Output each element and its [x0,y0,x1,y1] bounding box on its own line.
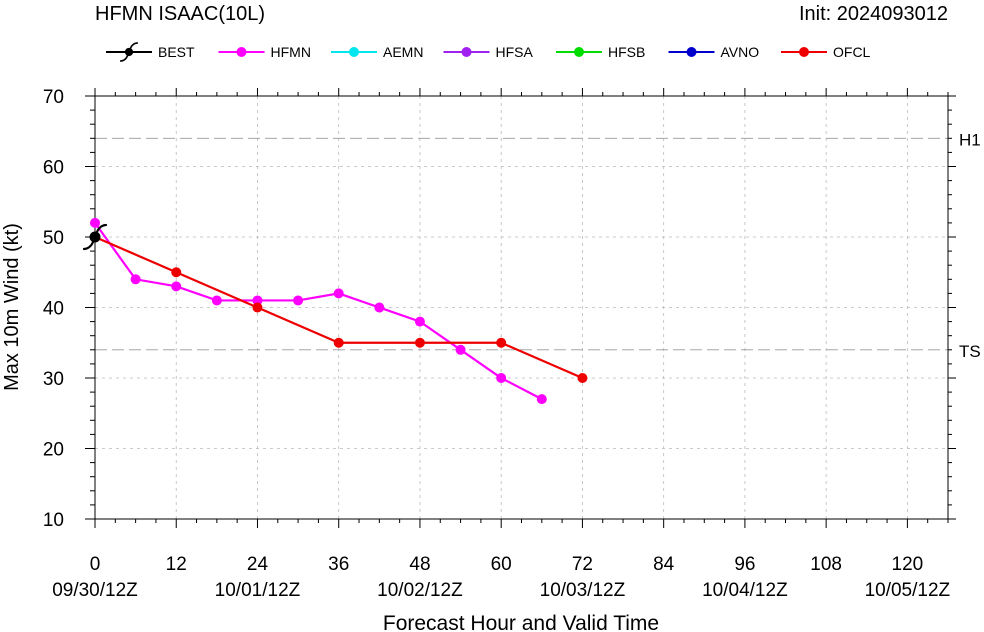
x-tick-label: 48 [409,554,430,575]
legend-item-hfsb: HFSB [556,44,645,60]
x-tick-label: 120 [892,554,924,575]
valid-time-label: 10/04/12Z [702,580,788,601]
legend-item-ofcl: OFCL [781,44,871,60]
data-point [171,281,182,292]
legend-label: HFMN [271,44,311,60]
series-hfmn [90,217,547,405]
legend: BEST HFMN AEMN HFSA HFSB AVNO OFCL [106,42,871,62]
legend-marker [686,47,697,57]
legend-label: BEST [158,44,195,60]
series-best [82,223,108,251]
hurricane-core [89,231,101,243]
data-point [496,373,507,383]
data-point [414,316,425,327]
data-point [414,337,425,348]
legend-label: AEMN [383,44,423,60]
legend-item-avno: AVNO [668,44,760,60]
y-tick-label: 20 [43,440,64,461]
init-time: Init: 2024093012 [799,3,948,25]
legend-item-best: BEST [106,42,195,62]
data-point [374,302,385,313]
legend-label: AVNO [721,44,760,60]
hurricane-core [124,47,134,57]
legend-hurricane-icon [119,42,139,62]
valid-time-label: 10/03/12Z [540,580,626,601]
x-tick-label: 24 [247,554,269,575]
x-tick-label: 0 [90,554,101,575]
y-tick-label: 70 [43,87,64,108]
data-point [252,302,263,313]
legend-item-hfmn: HFMN [218,44,311,60]
hurricane-arm [129,42,139,50]
data-point [455,344,466,355]
x-tick-label: 60 [491,554,512,575]
valid-time-label: 10/01/12Z [215,580,301,601]
plot-grid [95,96,948,519]
legend-marker [799,47,809,57]
threshold-lines: H1 TS [95,130,981,361]
x-tick-label: 108 [810,554,842,575]
valid-time-label: 10/02/12Z [377,580,463,601]
data-point [252,295,263,306]
y-tick-label: 10 [43,510,64,531]
data-point [211,295,222,306]
x-tick-label: 36 [328,554,349,575]
legend-item-hfsa: HFSA [443,44,534,60]
y-tick-label: 50 [43,228,64,249]
legend-marker [461,47,472,57]
hurricane-arm [95,223,108,234]
data-point [577,373,588,383]
valid-time-label: 10/05/12Z [865,580,951,601]
x-tick-label: 12 [166,554,187,575]
series-ofcl [90,232,588,383]
chart-title: HFMN ISAAC(10L) [95,3,265,25]
hurricane-arm [119,54,129,62]
x-tick-label: 96 [734,554,755,575]
x-tick-label: 84 [653,554,675,575]
data-point [496,337,507,348]
legend-label: HFSB [608,44,645,60]
data-point [536,394,547,405]
legend-marker [574,47,584,57]
series-layer [82,217,588,405]
data-point [333,337,344,348]
x-axis: 0 12 24 36 48 60 72 84 96 108 120 09/30/12Z 10/01/12… [52,88,951,601]
threshold-label: H1 [959,130,981,149]
x-axis-label: Forecast Hour and Valid Time [383,612,659,632]
data-point [130,274,141,285]
legend-marker [236,47,247,57]
legend-label: OFCL [833,44,871,60]
y-tick-label: 60 [43,158,64,179]
data-point [293,295,304,306]
best-track-marker [82,223,108,251]
legend-item-aemn: AEMN [331,44,423,60]
y-tick-label: 40 [43,299,64,320]
y-axis-label: Max 10m Wind (kt) [1,223,23,391]
legend-marker [349,47,359,57]
data-point [90,217,100,228]
data-point [171,267,182,278]
series-line [94,222,543,401]
y-axis: 10 20 30 40 50 60 70 [43,87,956,531]
y-tick-label: 30 [43,369,64,390]
valid-time-label: 09/30/12Z [52,580,138,601]
threshold-label: TS [959,342,981,361]
legend-label: HFSA [496,44,534,60]
hurricane-arm [82,240,95,251]
data-point [333,288,344,299]
x-tick-label: 72 [572,554,593,575]
